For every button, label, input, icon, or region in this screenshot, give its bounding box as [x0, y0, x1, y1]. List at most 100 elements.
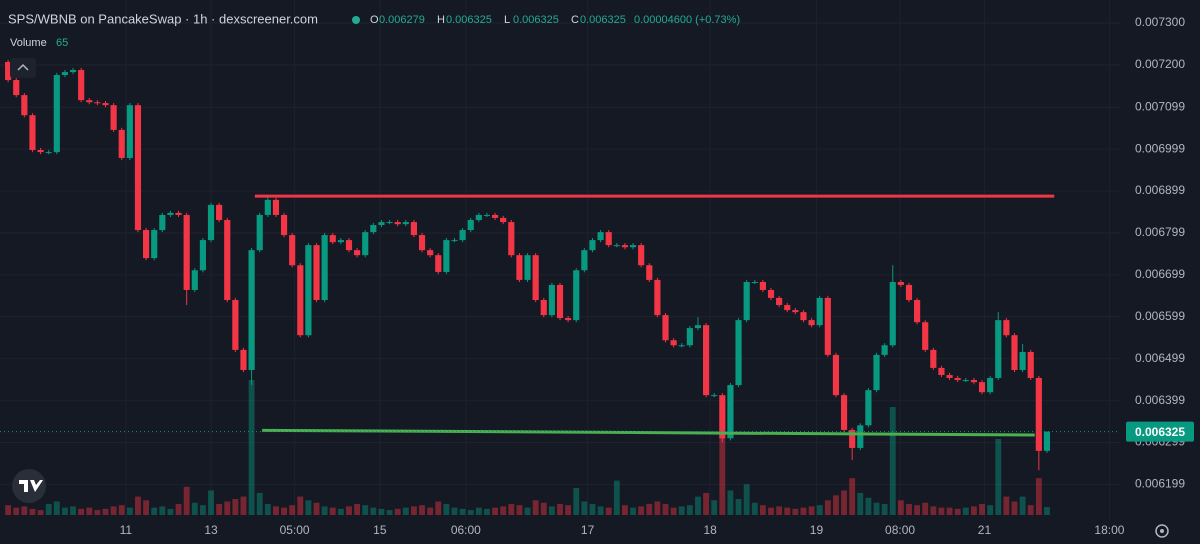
candle-body: [321, 235, 328, 301]
candle-body: [305, 245, 312, 336]
candle-body: [167, 212, 174, 215]
candle-body: [232, 300, 239, 350]
candle-body: [134, 105, 142, 231]
volume-label: Volume: [10, 37, 47, 49]
volume-bar: [816, 505, 823, 515]
volume-bar: [954, 508, 961, 515]
candle-body: [1043, 431, 1051, 451]
last-price-tag: [1126, 421, 1194, 442]
volume-bar: [167, 508, 174, 515]
volume-bar: [865, 497, 872, 515]
candle-body: [86, 100, 93, 103]
y-tick-label: 0.006399: [1135, 393, 1185, 407]
y-tick-label: 0.006199: [1135, 477, 1185, 491]
candle-body: [613, 245, 620, 247]
candle-body: [719, 395, 726, 439]
settings-icon[interactable]: [1155, 524, 1169, 538]
drawing-layer: [0, 194, 1120, 437]
volume-bar: [938, 507, 945, 515]
volume-bar: [1011, 501, 1018, 515]
candle-body: [451, 240, 458, 242]
volume-bar: [573, 488, 580, 515]
volume-bar: [378, 508, 385, 515]
volume-bar: [78, 508, 85, 515]
x-tick-label: 17: [581, 523, 595, 537]
candle-body: [126, 105, 133, 158]
volume-bar: [110, 506, 117, 515]
candle-layer: [5, 59, 1051, 471]
volume-bar: [906, 503, 912, 515]
candle-body: [897, 281, 904, 285]
candle-body: [532, 255, 539, 301]
candle-body: [37, 150, 44, 153]
y-tick-label: 0.006899: [1135, 183, 1185, 197]
candle-body: [370, 225, 377, 233]
candle-body: [410, 222, 417, 236]
volume-bar: [248, 380, 255, 515]
volume-bar: [21, 506, 28, 515]
volume-bar: [273, 506, 279, 515]
candle-body: [784, 305, 791, 311]
volume-bar: [191, 502, 198, 515]
candle-body: [767, 289, 775, 298]
candle-body: [394, 222, 401, 225]
logo[interactable]: [12, 469, 46, 503]
candle-body: [808, 320, 815, 326]
volume-bar: [346, 506, 352, 515]
volume-bar: [735, 499, 742, 515]
candle-body: [1035, 377, 1042, 451]
candle-body: [589, 240, 596, 251]
volume-bar: [849, 478, 856, 515]
candle-body: [889, 281, 896, 346]
volume-bar: [86, 507, 93, 515]
candle-body: [1003, 320, 1010, 336]
candle-body: [946, 375, 953, 378]
volume-bar: [630, 507, 636, 515]
volume-bar: [281, 507, 287, 515]
volume-bar: [792, 508, 799, 515]
volume-bar: [565, 505, 572, 515]
ohlc-key: H: [437, 14, 445, 26]
candle-body: [703, 325, 710, 396]
volume-bar: [435, 501, 442, 515]
settings[interactable]: [1155, 524, 1169, 538]
candle-body: [264, 199, 271, 215]
volume-bar: [1044, 507, 1050, 515]
candle-body: [621, 245, 629, 248]
ohlc-key: O: [370, 14, 379, 26]
ohlc-value: 0.006325: [446, 14, 492, 26]
candle-body: [914, 300, 921, 323]
volume-bar: [662, 503, 669, 515]
collapse-icon: [17, 63, 29, 71]
collapse-box[interactable]: [10, 58, 36, 78]
y-tick-label: 0.006599: [1135, 309, 1185, 323]
volume-bar: [646, 503, 653, 515]
volume-bar: [930, 506, 937, 515]
volume-bar: [151, 507, 158, 515]
volume-bar: [484, 508, 490, 515]
volume-bar: [135, 496, 141, 515]
candle-body: [459, 230, 466, 241]
candle-body: [646, 265, 653, 280]
candle-body: [776, 297, 783, 306]
volume-bar: [240, 496, 247, 515]
candle-body: [427, 250, 434, 256]
volume-bar: [264, 503, 271, 515]
ohlc-value: 0.006279: [379, 14, 425, 26]
volume-bar: [175, 503, 182, 515]
volume-bar: [897, 500, 904, 515]
volume-bar: [37, 510, 44, 515]
candle-body: [849, 429, 856, 448]
candle-body: [78, 69, 85, 101]
volume-bar: [703, 492, 710, 515]
candle-body: [678, 345, 685, 347]
volume-bar: [362, 505, 369, 515]
collapse-button[interactable]: [10, 58, 36, 78]
volume-bar: [337, 508, 344, 515]
volume-bar: [711, 500, 718, 515]
logo-circle[interactable]: [12, 469, 46, 503]
trend-line: [262, 428, 1035, 437]
x-tick-label: 13: [204, 523, 218, 537]
